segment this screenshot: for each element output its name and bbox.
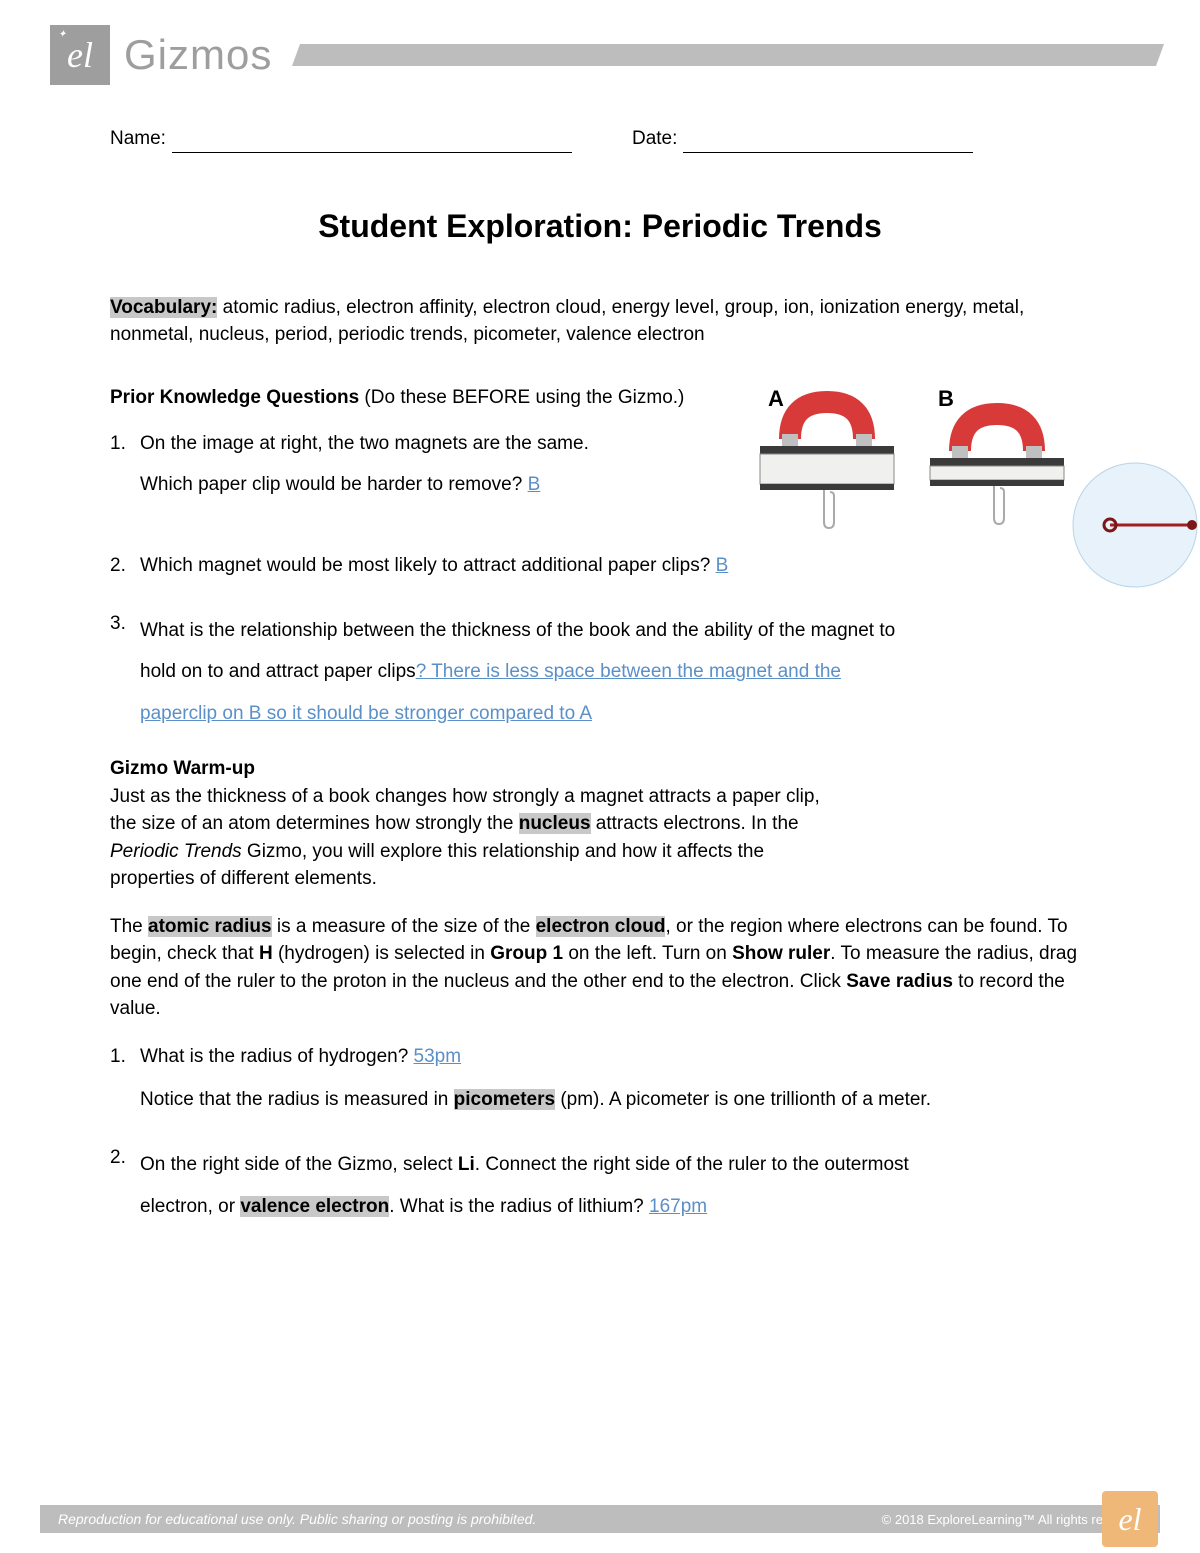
question-2: 2. Which magnet would be most likely to … bbox=[110, 552, 1090, 580]
text-italic: Periodic Trends bbox=[110, 841, 242, 862]
warmup-heading: Gizmo Warm-up bbox=[110, 755, 1090, 783]
name-input-line[interactable] bbox=[172, 152, 572, 153]
list-number: 1. bbox=[110, 1043, 140, 1114]
term-picometers: picometers bbox=[454, 1089, 555, 1110]
wq1-text: What is the radius of hydrogen? bbox=[140, 1046, 414, 1067]
header-stripe bbox=[292, 44, 1164, 66]
book-b-body bbox=[930, 466, 1064, 480]
paperclip-b bbox=[994, 486, 1004, 524]
book-b-top bbox=[930, 458, 1064, 466]
text-bold: Show ruler bbox=[732, 943, 830, 964]
wq2-answer: 167pm bbox=[649, 1196, 707, 1217]
book-a-bottom bbox=[760, 484, 894, 490]
term-nucleus: nucleus bbox=[519, 813, 591, 834]
warmup-q1: 1. What is the radius of hydrogen? 53pm … bbox=[110, 1043, 1090, 1114]
warmup-p2: The atomic radius is a measure of the si… bbox=[110, 913, 1090, 1023]
q2-answer: B bbox=[716, 555, 729, 576]
text: . Connect the right side of the ruler to… bbox=[475, 1154, 909, 1175]
footer: Reproduction for educational use only. P… bbox=[40, 1505, 1160, 1533]
term-atomic-radius: atomic radius bbox=[148, 916, 272, 937]
warmup-q2: 2. On the right side of the Gizmo, selec… bbox=[110, 1144, 1090, 1228]
term-electron-cloud: electron cloud bbox=[536, 916, 666, 937]
book-a-body bbox=[760, 454, 894, 484]
text: (hydrogen) is selected in bbox=[273, 943, 491, 964]
magnets-figure: A B bbox=[730, 384, 1090, 534]
text-bold: Save radius bbox=[846, 971, 953, 992]
q3-answer-b: paperclip on B so it should be stronger … bbox=[140, 703, 592, 724]
text: . What is the radius of lithium? bbox=[389, 1196, 649, 1217]
question-3: 3. What is the relationship between the … bbox=[110, 610, 1090, 735]
text-bold: H bbox=[259, 943, 273, 964]
page-title: Student Exploration: Periodic Trends bbox=[110, 203, 1090, 249]
text: electron, or bbox=[140, 1196, 240, 1217]
question-1: 1. On the image at right, the two magnet… bbox=[110, 430, 710, 499]
list-number: 1. bbox=[110, 430, 140, 499]
footer-left: Reproduction for educational use only. P… bbox=[58, 1511, 536, 1527]
warmup-section: Gizmo Warm-up Just as the thickness of a… bbox=[110, 755, 1090, 1228]
text: The bbox=[110, 916, 148, 937]
list-number: 3. bbox=[110, 610, 140, 735]
term-valence-electron: valence electron bbox=[240, 1196, 389, 1217]
name-label: Name: bbox=[110, 125, 166, 153]
text-bold: Li bbox=[458, 1154, 475, 1175]
name-date-row: Name: Date: bbox=[110, 125, 1090, 153]
warmup-p1: Just as the thickness of a book changes … bbox=[110, 783, 830, 893]
list-number: 2. bbox=[110, 552, 140, 580]
content: Name: Date: Student Exploration: Periodi… bbox=[0, 85, 1200, 1228]
footer-logo-icon: el bbox=[1102, 1491, 1158, 1547]
vocab-text: atomic radius, electron affinity, electr… bbox=[110, 297, 1024, 346]
text: is a measure of the size of the bbox=[272, 916, 536, 937]
text: Notice that the radius is measured in bbox=[140, 1089, 454, 1110]
magnet-b-arc bbox=[960, 414, 1034, 451]
q1-answer: B bbox=[528, 474, 541, 495]
prior-note: (Do these BEFORE using the Gizmo.) bbox=[359, 387, 684, 408]
magnet-a-pole-left bbox=[782, 434, 798, 446]
list-number: 2. bbox=[110, 1144, 140, 1228]
q3-text-b: hold on to and attract paper clips bbox=[140, 661, 416, 682]
magnet-a-arc bbox=[790, 402, 864, 439]
prior-heading: Prior Knowledge Questions bbox=[110, 387, 359, 408]
prior-knowledge-row: Prior Knowledge Questions (Do these BEFO… bbox=[110, 384, 1090, 534]
q2-text: Which magnet would be most likely to att… bbox=[140, 555, 716, 576]
magnet-a-pole-right bbox=[856, 434, 872, 446]
text-bold: Group 1 bbox=[490, 943, 563, 964]
vocabulary-section: Vocabulary: atomic radius, electron affi… bbox=[110, 294, 1090, 349]
magnet-label-b: B bbox=[938, 386, 954, 411]
text: attracts electrons. In the bbox=[591, 813, 799, 834]
atom-diagram bbox=[1070, 460, 1200, 590]
q3-text-a: What is the relationship between the thi… bbox=[140, 620, 895, 641]
vocab-label: Vocabulary: bbox=[110, 297, 217, 318]
text: On the right side of the Gizmo, select bbox=[140, 1154, 458, 1175]
book-a-top bbox=[760, 446, 894, 454]
q1-sub: Which paper clip would be harder to remo… bbox=[140, 474, 528, 495]
paperclip-a bbox=[824, 490, 834, 528]
q3-answer-a: ? There is less space between the magnet… bbox=[416, 661, 841, 682]
magnet-b-pole-left bbox=[952, 446, 968, 458]
brand-name: Gizmos bbox=[124, 31, 272, 79]
date-label: Date: bbox=[632, 125, 677, 153]
text: (pm). A picometer is one trillionth of a… bbox=[555, 1089, 931, 1110]
wq1-answer: 53pm bbox=[414, 1046, 462, 1067]
date-input-line[interactable] bbox=[683, 152, 973, 153]
magnet-b-pole-right bbox=[1026, 446, 1042, 458]
text: on the left. Turn on bbox=[563, 943, 732, 964]
logo-icon: el bbox=[50, 25, 110, 85]
header: el Gizmos bbox=[0, 0, 1200, 85]
magnet-label-a: A bbox=[768, 386, 784, 411]
q1-text: On the image at right, the two magnets a… bbox=[140, 430, 710, 458]
book-b-bottom bbox=[930, 480, 1064, 486]
